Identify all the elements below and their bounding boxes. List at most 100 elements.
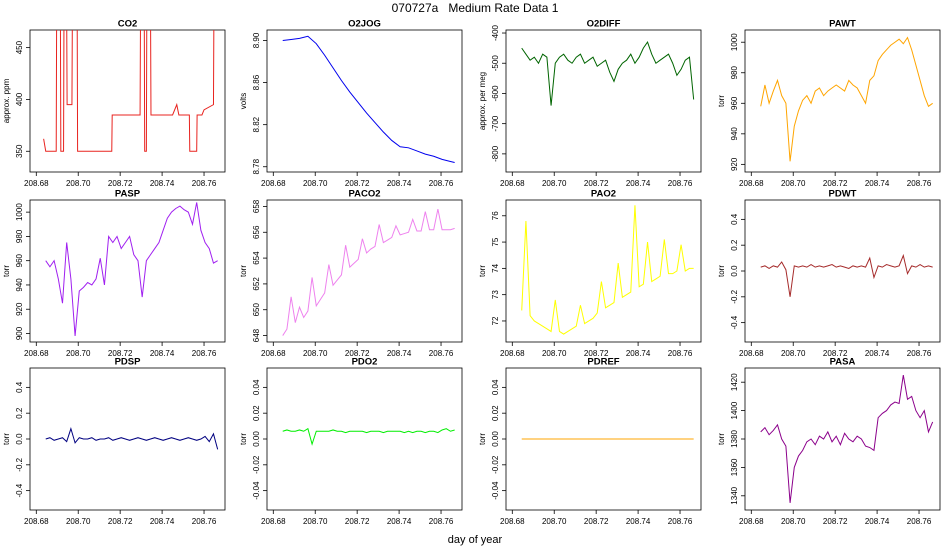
plot-frame <box>29 199 226 343</box>
y-tick-label: 960 <box>730 96 739 110</box>
y-tick-label: 0.04 <box>491 379 500 395</box>
y-tick-label: 1400 <box>730 401 739 419</box>
y-tick-label: 920 <box>730 157 739 171</box>
x-tick-label: 208.74 <box>865 517 890 526</box>
x-tick-label: 208.76 <box>429 517 454 526</box>
y-tick-label: 0.02 <box>252 405 261 421</box>
panel-title: PDO2 <box>352 357 378 368</box>
y-tick-label: 72 <box>491 316 500 325</box>
y-axis-label: torr <box>239 265 248 277</box>
x-tick-label: 208.72 <box>823 179 848 188</box>
panel-title: CO2 <box>118 19 138 30</box>
y-axis-label: torr <box>478 433 487 445</box>
data-line <box>45 426 219 450</box>
x-tick-label: 208.68 <box>261 349 286 358</box>
y-axis-label: torr <box>717 95 726 107</box>
y-axis-label: torr <box>239 433 248 445</box>
y-tick-label: 1340 <box>730 486 739 504</box>
y-tick-label: 658 <box>252 199 261 213</box>
plot-frame <box>266 199 463 343</box>
x-tick-label: 208.68 <box>739 179 764 188</box>
x-tick-label: 208.70 <box>542 517 567 526</box>
plot-frame <box>505 29 702 173</box>
data-line <box>521 40 695 106</box>
y-tick-label: 920 <box>15 302 24 316</box>
x-tick-label: 208.70 <box>542 349 567 358</box>
y-tick-label: 0.02 <box>491 405 500 421</box>
y-axis-label: volts <box>239 93 248 109</box>
x-tick-label: 208.68 <box>500 349 525 358</box>
y-tick-label: 0.00 <box>252 431 261 447</box>
x-tick-label: 208.74 <box>865 179 890 188</box>
y-tick-label: -0.02 <box>491 455 500 474</box>
x-tick-label: 208.74 <box>387 517 412 526</box>
x-tick-label: 208.72 <box>823 517 848 526</box>
y-tick-label: -0.04 <box>252 481 261 500</box>
panel-title: PDWT <box>829 189 857 200</box>
y-tick-label: 8.78 <box>252 158 261 174</box>
x-tick-label: 208.74 <box>387 349 412 358</box>
y-tick-label: -800 <box>491 145 500 162</box>
x-tick-label: 208.72 <box>584 179 609 188</box>
y-tick-label: 350 <box>15 144 24 158</box>
y-tick-label: 1000 <box>730 33 739 51</box>
x-tick-label: 208.68 <box>500 517 525 526</box>
x-tick-label: 208.68 <box>739 517 764 526</box>
data-line <box>760 253 933 297</box>
panel-title: PAWT <box>829 19 856 30</box>
x-tick-label: 208.72 <box>345 179 370 188</box>
y-tick-label: 1380 <box>730 430 739 448</box>
y-axis-label: approx. per meg <box>478 72 487 130</box>
x-tick-label: 208.72 <box>345 349 370 358</box>
x-tick-label: 208.68 <box>261 179 286 188</box>
x-tick-label: 208.72 <box>823 349 848 358</box>
y-tick-label: 0.0 <box>15 433 24 445</box>
plot-frame <box>505 199 702 343</box>
plot-frame <box>266 367 463 511</box>
x-tick-label: 208.76 <box>907 349 932 358</box>
y-tick-label: 900 <box>15 326 24 340</box>
plot-frame <box>744 199 941 343</box>
y-tick-label: -0.4 <box>730 315 739 329</box>
y-tick-label: 74 <box>491 263 500 272</box>
panel-title: O2DIFF <box>587 19 621 30</box>
y-tick-label: 980 <box>730 66 739 80</box>
y-tick-label: 450 <box>15 40 24 54</box>
y-tick-label: 0.00 <box>491 431 500 447</box>
x-tick-label: 208.72 <box>345 517 370 526</box>
x-tick-label: 208.70 <box>66 349 91 358</box>
panel-title: PASA <box>830 357 856 368</box>
panel-title: PDREF <box>587 357 619 368</box>
panel-title: PASP <box>115 189 141 200</box>
y-tick-label: 75 <box>491 237 500 246</box>
plot-frame <box>744 29 941 173</box>
x-tick-label: 208.68 <box>500 179 525 188</box>
x-tick-label: 208.70 <box>781 349 806 358</box>
y-tick-label: 652 <box>252 277 261 291</box>
y-tick-label: 8.82 <box>252 116 261 132</box>
x-tick-label: 208.74 <box>387 179 412 188</box>
y-tick-label: 940 <box>15 278 24 292</box>
x-tick-label: 208.76 <box>907 179 932 188</box>
data-line <box>282 35 455 164</box>
x-tick-label: 208.76 <box>668 349 693 358</box>
y-tick-label: 0.4 <box>15 381 24 393</box>
y-tick-label: -0.04 <box>491 481 500 500</box>
panel-title: PAO2 <box>591 189 616 200</box>
x-tick-label: 208.72 <box>584 349 609 358</box>
data-line <box>521 205 694 335</box>
y-tick-label: 654 <box>252 251 261 265</box>
x-tick-label: 208.76 <box>668 517 693 526</box>
y-axis-label: torr <box>717 265 726 277</box>
y-axis-label: torr <box>2 265 11 277</box>
y-tick-label: -700 <box>491 115 500 132</box>
x-tick-label: 208.70 <box>303 179 328 188</box>
x-tick-label: 208.70 <box>66 517 91 526</box>
x-tick-label: 208.76 <box>429 349 454 358</box>
y-tick-label: -0.4 <box>15 483 24 497</box>
y-tick-label: 73 <box>491 290 500 299</box>
y-tick-label: 940 <box>730 127 739 141</box>
data-line <box>760 375 934 503</box>
y-tick-label: 960 <box>15 253 24 267</box>
